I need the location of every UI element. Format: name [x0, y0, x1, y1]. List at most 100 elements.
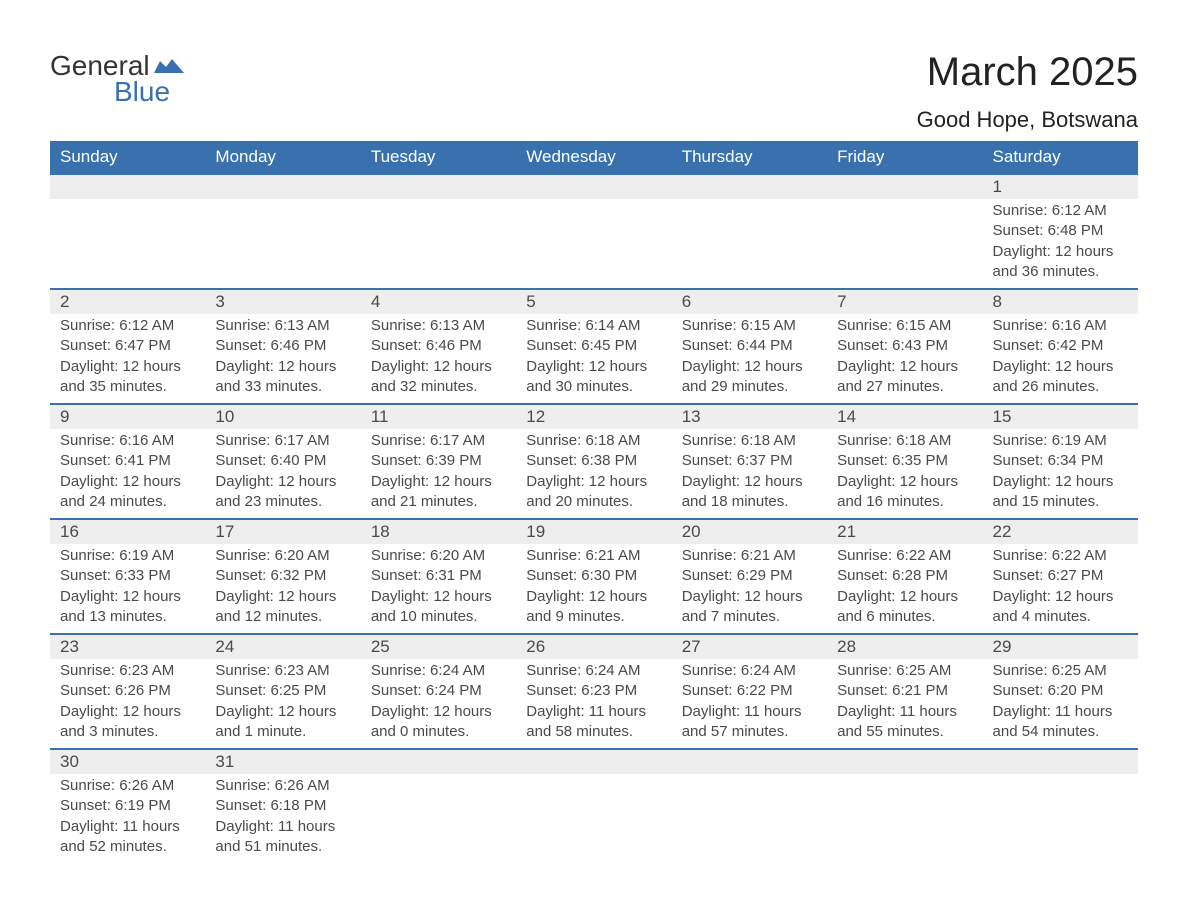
calendar-day-cell: 23Sunrise: 6:23 AMSunset: 6:26 PMDayligh… [50, 634, 205, 749]
calendar-day-cell: 24Sunrise: 6:23 AMSunset: 6:25 PMDayligh… [205, 634, 360, 749]
empty-day-number [672, 175, 827, 199]
day-number: 3 [205, 290, 360, 314]
sunrise-text: Sunrise: 6:13 AM [371, 316, 506, 336]
day-number: 6 [672, 290, 827, 314]
day-body: Sunrise: 6:20 AMSunset: 6:31 PMDaylight:… [361, 544, 516, 633]
calendar-day-cell: 4Sunrise: 6:13 AMSunset: 6:46 PMDaylight… [361, 289, 516, 404]
sunset-text: Sunset: 6:47 PM [60, 336, 195, 356]
daylight-line2: and 51 minutes. [215, 837, 350, 857]
calendar-day-cell: 22Sunrise: 6:22 AMSunset: 6:27 PMDayligh… [983, 519, 1138, 634]
day-number: 28 [827, 635, 982, 659]
sunset-text: Sunset: 6:29 PM [682, 566, 817, 586]
day-number: 27 [672, 635, 827, 659]
calendar-day-cell [50, 174, 205, 289]
day-body: Sunrise: 6:26 AMSunset: 6:18 PMDaylight:… [205, 774, 360, 863]
daylight-line2: and 10 minutes. [371, 607, 506, 627]
day-body [516, 199, 671, 219]
day-number: 7 [827, 290, 982, 314]
day-body: Sunrise: 6:17 AMSunset: 6:39 PMDaylight:… [361, 429, 516, 518]
calendar-day-cell: 20Sunrise: 6:21 AMSunset: 6:29 PMDayligh… [672, 519, 827, 634]
empty-day-number [516, 175, 671, 199]
day-body [672, 774, 827, 794]
sunset-text: Sunset: 6:28 PM [837, 566, 972, 586]
daylight-line2: and 3 minutes. [60, 722, 195, 742]
empty-day-number [361, 750, 516, 774]
daylight-line1: Daylight: 12 hours [682, 587, 817, 607]
sunrise-text: Sunrise: 6:18 AM [526, 431, 661, 451]
calendar-day-cell [672, 749, 827, 863]
sunrise-text: Sunrise: 6:19 AM [993, 431, 1128, 451]
empty-day-number [205, 175, 360, 199]
sunset-text: Sunset: 6:23 PM [526, 681, 661, 701]
daylight-line1: Daylight: 12 hours [60, 357, 195, 377]
calendar-day-cell: 9Sunrise: 6:16 AMSunset: 6:41 PMDaylight… [50, 404, 205, 519]
sunset-text: Sunset: 6:30 PM [526, 566, 661, 586]
daylight-line1: Daylight: 12 hours [993, 587, 1128, 607]
daylight-line1: Daylight: 11 hours [60, 817, 195, 837]
sunset-text: Sunset: 6:24 PM [371, 681, 506, 701]
day-body: Sunrise: 6:14 AMSunset: 6:45 PMDaylight:… [516, 314, 671, 403]
day-number: 16 [50, 520, 205, 544]
sunset-text: Sunset: 6:18 PM [215, 796, 350, 816]
day-number: 31 [205, 750, 360, 774]
daylight-line1: Daylight: 12 hours [837, 587, 972, 607]
daylight-line2: and 12 minutes. [215, 607, 350, 627]
calendar-day-cell: 30Sunrise: 6:26 AMSunset: 6:19 PMDayligh… [50, 749, 205, 863]
sunset-text: Sunset: 6:44 PM [682, 336, 817, 356]
month-title: March 2025 [917, 50, 1138, 95]
daylight-line1: Daylight: 12 hours [993, 472, 1128, 492]
daylight-line1: Daylight: 12 hours [993, 357, 1128, 377]
day-body: Sunrise: 6:23 AMSunset: 6:25 PMDaylight:… [205, 659, 360, 748]
calendar-day-cell [672, 174, 827, 289]
day-body: Sunrise: 6:13 AMSunset: 6:46 PMDaylight:… [205, 314, 360, 403]
calendar-day-cell [516, 749, 671, 863]
sunrise-text: Sunrise: 6:20 AM [371, 546, 506, 566]
daylight-line2: and 24 minutes. [60, 492, 195, 512]
weekday-friday: Friday [827, 141, 982, 174]
calendar-day-cell [516, 174, 671, 289]
sunrise-text: Sunrise: 6:16 AM [60, 431, 195, 451]
daylight-line2: and 52 minutes. [60, 837, 195, 857]
daylight-line1: Daylight: 12 hours [682, 472, 817, 492]
weekday-header-row: Sunday Monday Tuesday Wednesday Thursday… [50, 141, 1138, 174]
daylight-line2: and 54 minutes. [993, 722, 1128, 742]
calendar-day-cell [983, 749, 1138, 863]
day-number: 10 [205, 405, 360, 429]
daylight-line2: and 0 minutes. [371, 722, 506, 742]
sunrise-text: Sunrise: 6:24 AM [682, 661, 817, 681]
sunset-text: Sunset: 6:38 PM [526, 451, 661, 471]
empty-day-number [361, 175, 516, 199]
calendar-week-row: 23Sunrise: 6:23 AMSunset: 6:26 PMDayligh… [50, 634, 1138, 749]
sunrise-text: Sunrise: 6:18 AM [682, 431, 817, 451]
weekday-tuesday: Tuesday [361, 141, 516, 174]
calendar-day-cell: 15Sunrise: 6:19 AMSunset: 6:34 PMDayligh… [983, 404, 1138, 519]
day-body: Sunrise: 6:23 AMSunset: 6:26 PMDaylight:… [50, 659, 205, 748]
calendar-day-cell: 26Sunrise: 6:24 AMSunset: 6:23 PMDayligh… [516, 634, 671, 749]
day-body: Sunrise: 6:12 AMSunset: 6:47 PMDaylight:… [50, 314, 205, 403]
day-body: Sunrise: 6:12 AMSunset: 6:48 PMDaylight:… [983, 199, 1138, 288]
daylight-line1: Daylight: 12 hours [371, 702, 506, 722]
sunrise-text: Sunrise: 6:23 AM [60, 661, 195, 681]
daylight-line1: Daylight: 11 hours [993, 702, 1128, 722]
daylight-line2: and 23 minutes. [215, 492, 350, 512]
calendar-day-cell: 14Sunrise: 6:18 AMSunset: 6:35 PMDayligh… [827, 404, 982, 519]
daylight-line1: Daylight: 12 hours [371, 587, 506, 607]
daylight-line2: and 4 minutes. [993, 607, 1128, 627]
day-body [827, 199, 982, 219]
sunset-text: Sunset: 6:21 PM [837, 681, 972, 701]
calendar-week-row: 30Sunrise: 6:26 AMSunset: 6:19 PMDayligh… [50, 749, 1138, 863]
day-number: 17 [205, 520, 360, 544]
day-number: 29 [983, 635, 1138, 659]
day-body: Sunrise: 6:18 AMSunset: 6:35 PMDaylight:… [827, 429, 982, 518]
day-number: 13 [672, 405, 827, 429]
sunset-text: Sunset: 6:39 PM [371, 451, 506, 471]
day-body: Sunrise: 6:19 AMSunset: 6:34 PMDaylight:… [983, 429, 1138, 518]
sunrise-text: Sunrise: 6:22 AM [837, 546, 972, 566]
weekday-saturday: Saturday [983, 141, 1138, 174]
daylight-line1: Daylight: 11 hours [682, 702, 817, 722]
title-block: March 2025 Good Hope, Botswana [917, 50, 1138, 133]
daylight-line2: and 1 minute. [215, 722, 350, 742]
daylight-line1: Daylight: 12 hours [526, 472, 661, 492]
day-number: 1 [983, 175, 1138, 199]
sunset-text: Sunset: 6:19 PM [60, 796, 195, 816]
